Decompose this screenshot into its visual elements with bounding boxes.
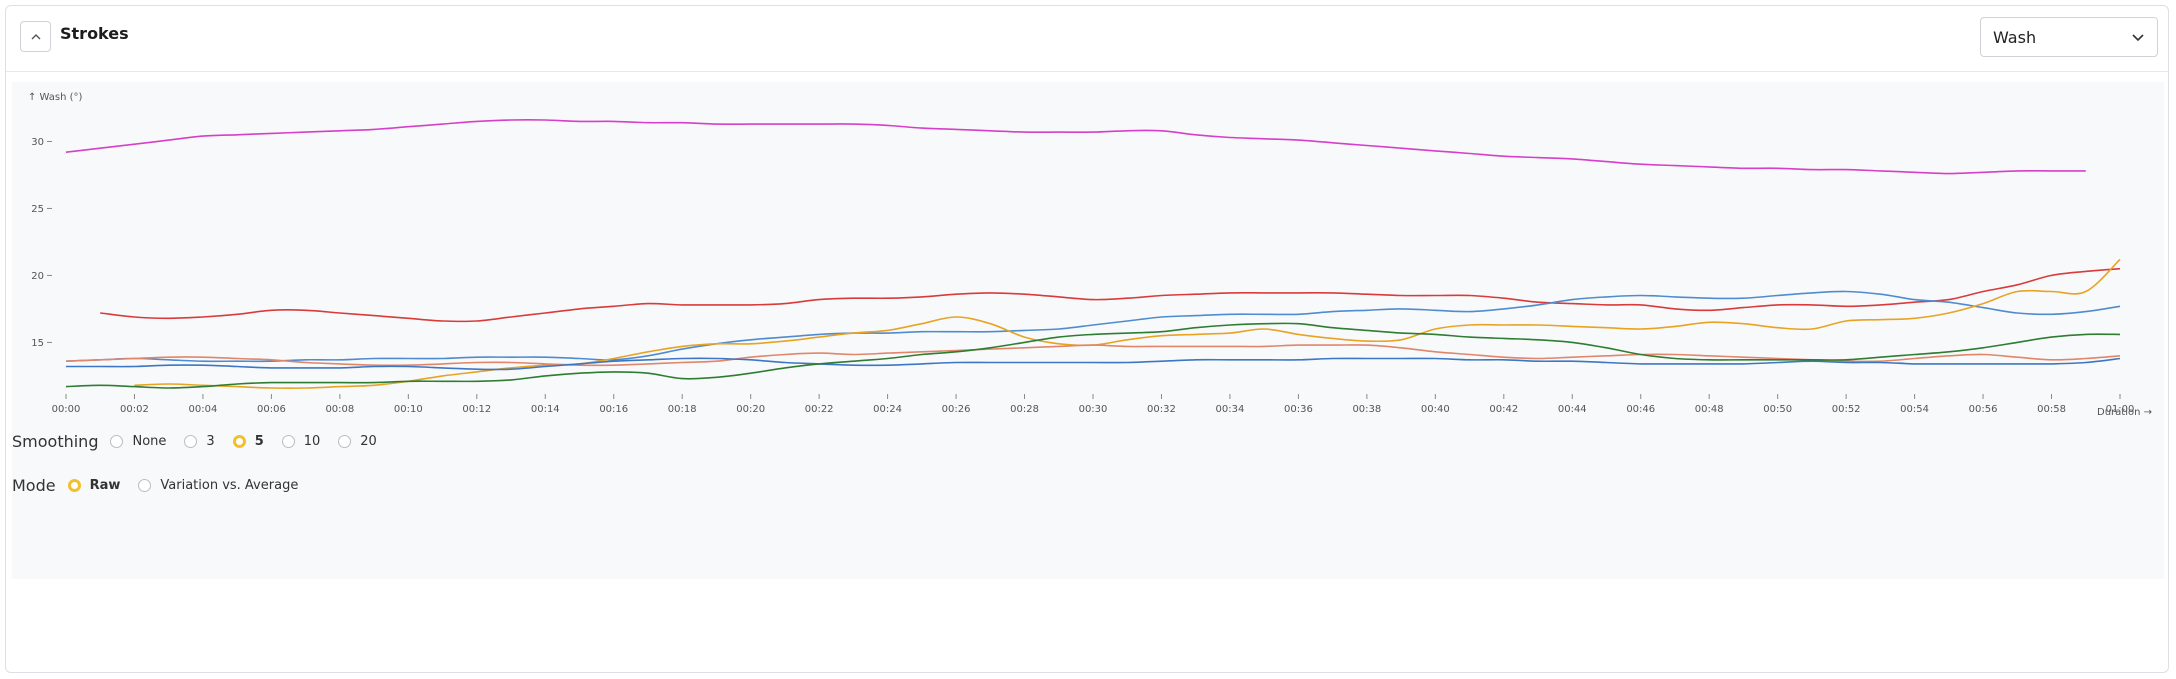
- smoothing-radio[interactable]: [338, 434, 352, 448]
- panel-title: Strokes: [60, 24, 129, 43]
- x-tick-label: 00:10: [394, 404, 423, 415]
- collapse-button[interactable]: [20, 21, 51, 52]
- x-tick-label: 00:02: [120, 404, 149, 415]
- y-tick-label: 20: [31, 271, 44, 282]
- y-tick-label: 15: [31, 338, 44, 349]
- mode-option-label: Variation vs. Average: [160, 477, 299, 493]
- x-tick-label: 00:20: [736, 404, 765, 415]
- smoothing-option[interactable]: 5: [232, 433, 264, 449]
- strokes-panel: Strokes Wash ↑ Wash (°) Duration → 15 20 2…: [5, 5, 2169, 673]
- mode-radio[interactable]: [67, 478, 81, 492]
- panel-header: Strokes Wash: [6, 6, 2168, 72]
- x-tick-label: 00:18: [668, 404, 697, 415]
- smoothing-option-label: None: [132, 433, 167, 449]
- chevron-up-icon: [31, 33, 40, 39]
- series-line-4: [134, 258, 2121, 389]
- x-tick-label: 00:28: [1010, 404, 1039, 415]
- x-tick-label: 00:56: [1969, 404, 1998, 415]
- x-tick-label: 00:08: [325, 404, 354, 415]
- mode-label: Mode: [12, 475, 56, 495]
- mode-control: Mode Raw Variation vs. Average: [12, 474, 316, 496]
- x-tick-label: 00:46: [1626, 404, 1655, 415]
- x-tick-label: 00:40: [1421, 404, 1450, 415]
- smoothing-option[interactable]: 10: [281, 433, 321, 449]
- x-tick-label: 00:34: [1216, 404, 1245, 415]
- x-tick-label: 00:16: [599, 404, 628, 415]
- mode-option[interactable]: Raw: [67, 477, 121, 493]
- series-line-2: [100, 267, 2121, 323]
- series-line-1: [65, 119, 2086, 175]
- strokes-line-chart: ↑ Wash (°) Duration → 15 20 25 30 00:00 00:0…: [12, 82, 2164, 579]
- series-line-3: [65, 290, 2121, 363]
- x-tick-label: 00:36: [1284, 404, 1313, 415]
- x-tick-label: 00:04: [189, 404, 218, 415]
- x-tick-label: 00:26: [942, 404, 971, 415]
- smoothing-radio[interactable]: [281, 434, 295, 448]
- smoothing-option[interactable]: 3: [184, 433, 215, 449]
- smoothing-control: Smoothing None 3 5 10 20: [12, 430, 395, 452]
- smoothing-option-label: 10: [303, 433, 321, 449]
- x-tick-label: 00:52: [1832, 404, 1861, 415]
- x-tick-label: 00:32: [1147, 404, 1176, 415]
- x-tick-label: 00:22: [805, 404, 834, 415]
- y-axis-label: ↑ Wash (°): [28, 92, 83, 103]
- smoothing-option-label: 3: [206, 433, 215, 449]
- mode-option[interactable]: Variation vs. Average: [138, 478, 298, 493]
- y-tick-label: 30: [31, 137, 44, 148]
- x-tick-label: 00:48: [1695, 404, 1724, 415]
- x-tick-label: 00:44: [1558, 404, 1587, 415]
- mode-radio[interactable]: [138, 478, 152, 492]
- smoothing-radio[interactable]: [110, 434, 124, 448]
- smoothing-radio[interactable]: [232, 434, 246, 448]
- y-tick-label: 25: [31, 204, 44, 215]
- smoothing-option-label: 20: [360, 433, 377, 449]
- mode-option-label: Raw: [89, 477, 121, 493]
- x-tick-label: 00:50: [1763, 404, 1792, 415]
- metric-select[interactable]: Wash: [1980, 17, 2158, 57]
- smoothing-label: Smoothing: [12, 431, 99, 451]
- x-tick-label: 00:58: [2037, 404, 2066, 415]
- x-tick-label: 00:06: [257, 404, 286, 415]
- smoothing-option[interactable]: 20: [338, 434, 377, 449]
- series-line-7: [65, 322, 2121, 389]
- x-tick-label: 00:30: [1079, 404, 1108, 415]
- metric-select-value: Wash: [1993, 28, 2037, 47]
- smoothing-option-label: 5: [254, 433, 264, 449]
- x-tick-label: 00:38: [1352, 404, 1381, 415]
- x-tick-label: 01:00: [2106, 404, 2135, 415]
- x-axis-label: Duration →: [2097, 407, 2152, 418]
- series-line-5: [65, 344, 2121, 367]
- smoothing-radio[interactable]: [184, 434, 198, 448]
- x-tick-label: 00:42: [1489, 404, 1518, 415]
- x-tick-label: 00:12: [462, 404, 491, 415]
- series-line-6: [66, 357, 2121, 371]
- x-tick-label: 00:24: [873, 404, 902, 415]
- smoothing-option[interactable]: None: [110, 434, 166, 449]
- chevron-down-icon: [2132, 34, 2144, 42]
- x-tick-label: 00:00: [52, 404, 81, 415]
- x-tick-label: 00:54: [1900, 404, 1929, 415]
- x-tick-label: 00:14: [531, 404, 560, 415]
